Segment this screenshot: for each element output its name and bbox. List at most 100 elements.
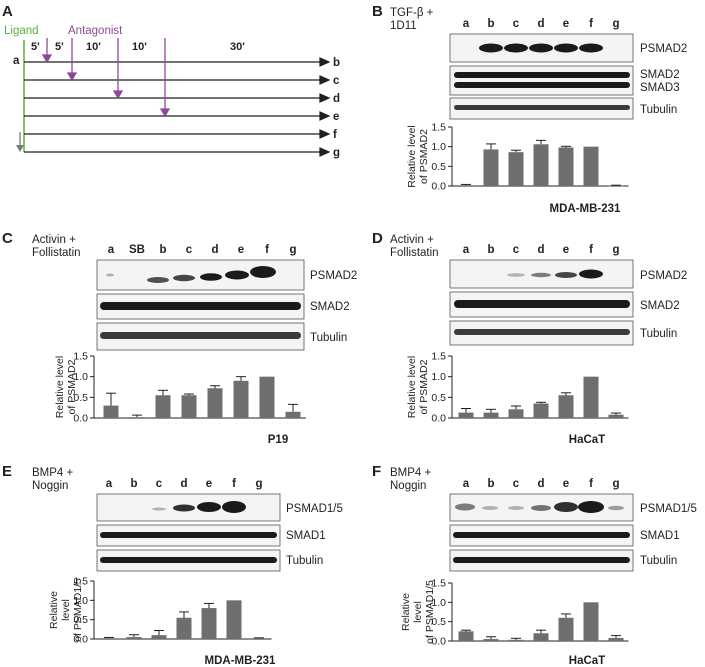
treatment-label: 1D11	[390, 20, 417, 32]
panel-d-chart: D Activin +Follistatin a b c d e f g 0.0 0.5 1.0 1.5…	[372, 230, 629, 446]
y-axis-label: Relative	[48, 591, 60, 629]
band	[250, 266, 276, 278]
lane-label: g	[255, 478, 262, 490]
band	[482, 506, 498, 510]
antagonist-label: Antagonist	[68, 25, 123, 37]
y-tick-label: 0.0	[431, 636, 446, 648]
antagonist-arrowhead	[66, 72, 78, 82]
bar	[251, 638, 267, 639]
timeline-start-label: a	[13, 55, 20, 67]
lane-label: f	[589, 244, 593, 256]
panel-letter: A	[2, 3, 13, 20]
band	[507, 273, 525, 277]
y-tick-label: 1.5	[431, 351, 446, 363]
bar	[126, 637, 142, 639]
lane-label: f	[265, 244, 269, 256]
treatment-label: Follistatin	[32, 247, 81, 259]
band	[147, 277, 169, 283]
lane-label: c	[513, 18, 520, 30]
lane-label: c	[513, 244, 520, 256]
bar	[508, 639, 524, 641]
bar	[608, 414, 624, 418]
blot-label: PSMAD2	[310, 270, 357, 282]
blot-label: Tubulin	[286, 555, 323, 567]
lane-label: e	[238, 244, 244, 256]
lane-label: e	[206, 478, 212, 490]
y-axis-label: of PSMAD2	[418, 359, 430, 414]
blot-label: Tubulin	[310, 332, 347, 344]
bar	[458, 412, 474, 418]
band	[152, 507, 166, 511]
blot-label: Tubulin	[640, 104, 677, 116]
band	[100, 302, 301, 310]
bar	[558, 395, 574, 418]
blot-label: SMAD2	[640, 300, 680, 312]
arrowhead	[319, 75, 331, 85]
lane-label: d	[537, 18, 544, 30]
lane-label: b	[130, 478, 137, 490]
y-tick-label: 1.0	[431, 597, 446, 609]
y-axis-label: of PSMAD1/5	[424, 580, 436, 644]
panel-b-chart: B TGF-β +1D11 a b c d e f g 0.0 0.5 1.0 1.5 Relative …	[372, 3, 629, 215]
blot-label: Tubulin	[640, 328, 677, 340]
treatment-label: Noggin	[390, 480, 426, 492]
y-tick-label: 0.0	[431, 413, 446, 425]
lane-label: e	[563, 244, 569, 256]
bar	[103, 405, 119, 418]
panel-c-blots: PSMAD2 SMAD2 Tubulin	[96, 259, 357, 351]
y-axis-label: of PSMAD1/5	[72, 578, 84, 642]
bar	[259, 376, 275, 418]
band	[222, 501, 246, 513]
band	[454, 82, 630, 88]
panel-d-blots: PSMAD2 SMAD2 Tubulin	[449, 259, 687, 346]
bar	[101, 638, 117, 639]
band	[200, 273, 222, 281]
bar	[583, 146, 599, 186]
blot-label: PSMAD1/5	[286, 503, 343, 515]
lane-label: f	[589, 18, 593, 30]
bar	[533, 144, 549, 186]
arrowhead	[319, 57, 331, 67]
band	[454, 300, 630, 308]
y-axis-label: level	[412, 601, 424, 623]
band	[106, 273, 114, 277]
bar	[176, 617, 192, 639]
antagonist-arrowhead	[112, 90, 124, 100]
blot-label: SMAD1	[640, 530, 680, 542]
cell-line-label: HaCaT	[569, 434, 605, 446]
panel-letter: C	[2, 230, 13, 247]
blot-label: SMAD3	[640, 82, 680, 94]
y-tick-label: 1.5	[431, 578, 446, 590]
lane-label: c	[513, 478, 520, 490]
band	[454, 329, 630, 335]
band	[504, 43, 528, 53]
row-label: b	[333, 57, 340, 69]
panel-f-chart: F BMP4 +Noggin a b c d e f g 0.0 0.5 1.0 1.5 Relative…	[372, 463, 629, 667]
lane-label: b	[487, 478, 494, 490]
treatment-label: Follistatin	[390, 247, 439, 259]
y-axis-label: of PSMAD2	[418, 129, 430, 184]
lane-label: g	[612, 478, 619, 490]
bar	[155, 395, 171, 418]
cell-line-label: MDA-MB-231	[550, 203, 622, 215]
band	[197, 502, 221, 512]
band	[173, 504, 195, 512]
y-tick-label: 1.5	[73, 351, 88, 363]
bar	[583, 376, 599, 418]
arrowhead	[319, 147, 331, 157]
cell-line-label: P19	[268, 434, 288, 446]
arrowhead	[319, 111, 331, 121]
bar	[533, 403, 549, 418]
bar	[508, 152, 524, 186]
lane-label: b	[487, 244, 494, 256]
lane-label: g	[612, 18, 619, 30]
interval-label: 10'	[132, 41, 147, 53]
band	[453, 557, 630, 563]
y-tick-label: 1.0	[431, 371, 446, 383]
band	[100, 332, 301, 339]
bar	[483, 639, 499, 641]
band	[531, 272, 551, 278]
row-label: d	[333, 93, 340, 105]
lane-label: f	[589, 478, 593, 490]
